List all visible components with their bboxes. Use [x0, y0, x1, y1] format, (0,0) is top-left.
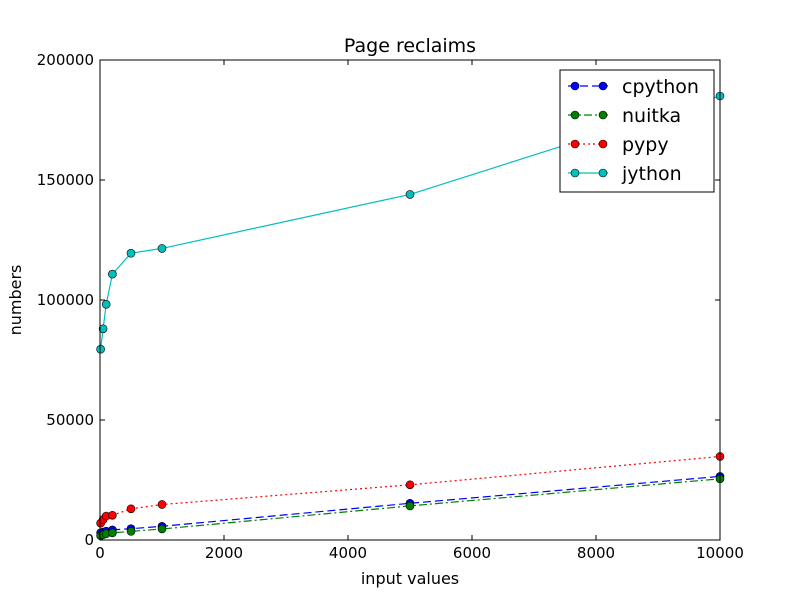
legend-marker-nuitka: [570, 110, 580, 120]
y-tick-label: 0: [84, 531, 94, 549]
x-tick-label: 8000: [577, 544, 615, 562]
legend-marker-pypy: [598, 139, 608, 149]
x-tick-label: 0: [95, 544, 105, 562]
y-tick-label: 150000: [37, 171, 94, 189]
x-tick-label: 4000: [329, 544, 367, 562]
tick-layer: 0 2000 4000 6000 8000 10000050000100000150000…: [37, 51, 744, 562]
y-axis-label: numbers: [6, 265, 25, 336]
data-point-pypy: [405, 480, 415, 490]
legend-label-jython: jython: [621, 163, 682, 185]
legend-marker-cpython: [570, 81, 580, 91]
y-tick-label: 200000: [37, 51, 94, 69]
legend-marker-jython: [570, 168, 580, 178]
legend-frame: [559, 69, 715, 193]
data-point-jython: [157, 244, 167, 253]
data-point-nuitka: [126, 527, 136, 536]
legend-marker-pypy: [570, 139, 580, 149]
chart-title: Page reclaims: [344, 35, 476, 57]
x-tick-label: 2000: [205, 544, 243, 562]
x-tick-label: 6000: [453, 544, 491, 562]
y-tick-label: 100000: [37, 291, 94, 309]
data-point-nuitka: [405, 501, 415, 511]
x-tick-label: 10000: [696, 544, 744, 562]
data-point-pypy: [157, 500, 167, 509]
data-point-jython: [108, 269, 117, 279]
legend-label-nuitka: nuitka: [622, 105, 681, 127]
data-point-jython: [98, 324, 108, 334]
data-point-jython: [126, 248, 136, 258]
data-point-nuitka: [108, 528, 117, 538]
data-point-pypy: [108, 510, 117, 520]
series-layer: [96, 91, 725, 540]
legend-marker-nuitka: [598, 110, 608, 120]
legend: cpython nuitka pypy jython: [559, 69, 715, 193]
data-point-pypy: [126, 504, 136, 514]
legend-label-cpython: cpython: [622, 76, 699, 98]
x-axis-label: input values: [361, 569, 459, 588]
legend-marker-cpython: [598, 81, 608, 91]
data-point-jython: [405, 190, 415, 199]
y-tick-label: 50000: [46, 411, 94, 429]
legend-marker-jython: [598, 168, 608, 178]
data-point-nuitka: [157, 524, 167, 534]
legend-label-pypy: pypy: [622, 134, 669, 156]
data-point-jython: [96, 344, 105, 354]
data-point-jython: [101, 300, 111, 309]
